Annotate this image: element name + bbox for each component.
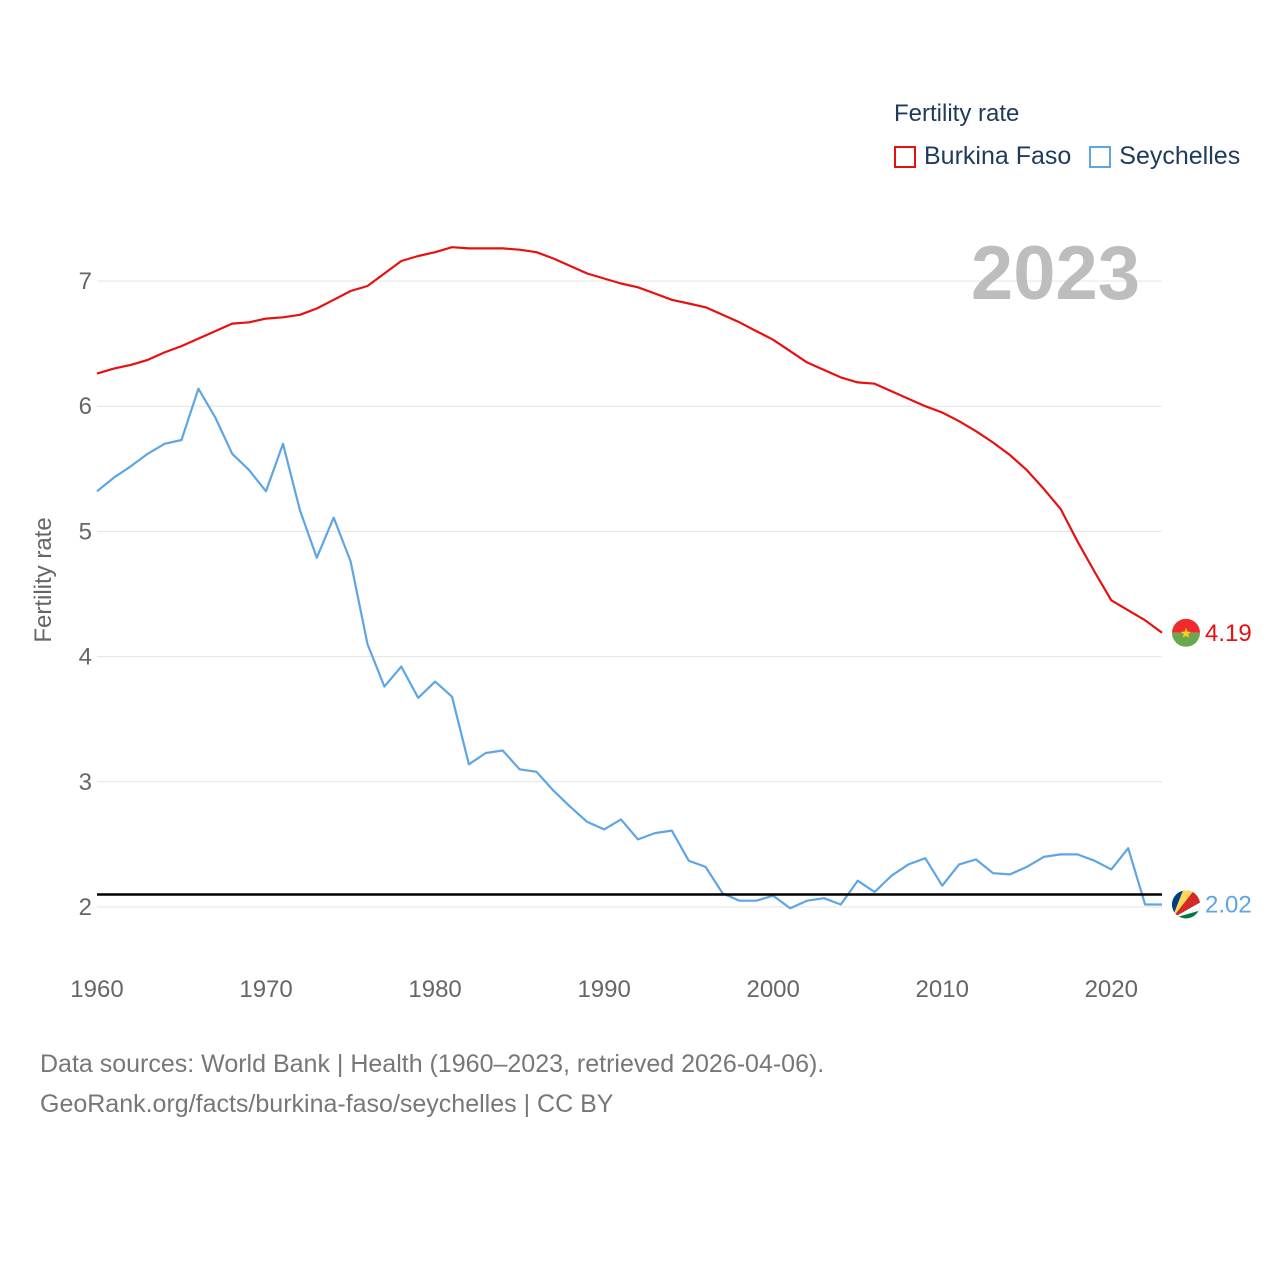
legend-label-seychelles: Seychelles [1119,142,1241,170]
legend-item-seychelles[interactable]: Seychelles [1089,142,1240,171]
grid-lines [97,280,1162,908]
x-tick-label-1970: 1970 [239,976,292,1003]
year-label: 2023 [971,231,1140,316]
y-tick-label-6: 6 [79,393,92,420]
x-tick-label-2000: 2000 [746,976,799,1003]
flag-burkina-faso-icon [1172,618,1200,647]
series-lines [96,246,1163,910]
legend-item-burkina-faso[interactable]: Burkina Faso [894,142,1071,171]
end-markers: 4.19 2.02 [1172,618,1252,919]
legend: Burkina Faso Seychelles [894,142,1258,171]
legend-label-burkina-faso: Burkina Faso [924,142,1072,170]
y-tick-label-7: 7 [79,268,92,295]
y-tick-label-2: 2 [79,894,92,921]
source-line-1: Data sources: World Bank | Health (1960–… [40,1050,825,1078]
x-axis-ticks: 1960 1970 1980 1990 2000 2010 2020 [70,976,1138,1003]
source-line-2[interactable]: GeoRank.org/facts/burkina-faso/seychelle… [40,1090,614,1118]
x-tick-label-1980: 1980 [408,976,461,1003]
x-tick-label-1960: 1960 [70,976,123,1003]
x-tick-label-2010: 2010 [916,976,969,1003]
y-tick-label-5: 5 [79,518,92,545]
y-tick-label-3: 3 [79,769,92,796]
source-note: Data sources: World Bank | Health (1960–… [40,1044,824,1124]
x-tick-label-1990: 1990 [577,976,630,1003]
series-line-burkina-faso [96,246,1163,634]
y-tick-label-4: 4 [79,644,92,671]
series-line-seychelles [96,387,1162,910]
legend-title: Fertility rate [894,100,1020,127]
flag-seychelles-icon [1172,890,1200,919]
legend-swatch-burkina-faso [894,145,916,168]
x-tick-label-2020: 2020 [1085,976,1138,1003]
end-label-burkina-faso: 4.19 [1205,620,1252,647]
legend-swatch-seychelles [1089,145,1112,168]
end-label-seychelles: 2.02 [1205,891,1252,918]
y-axis-ticks: 2 3 4 5 6 7 [79,268,92,921]
y-axis-label: Fertility rate [30,517,57,642]
